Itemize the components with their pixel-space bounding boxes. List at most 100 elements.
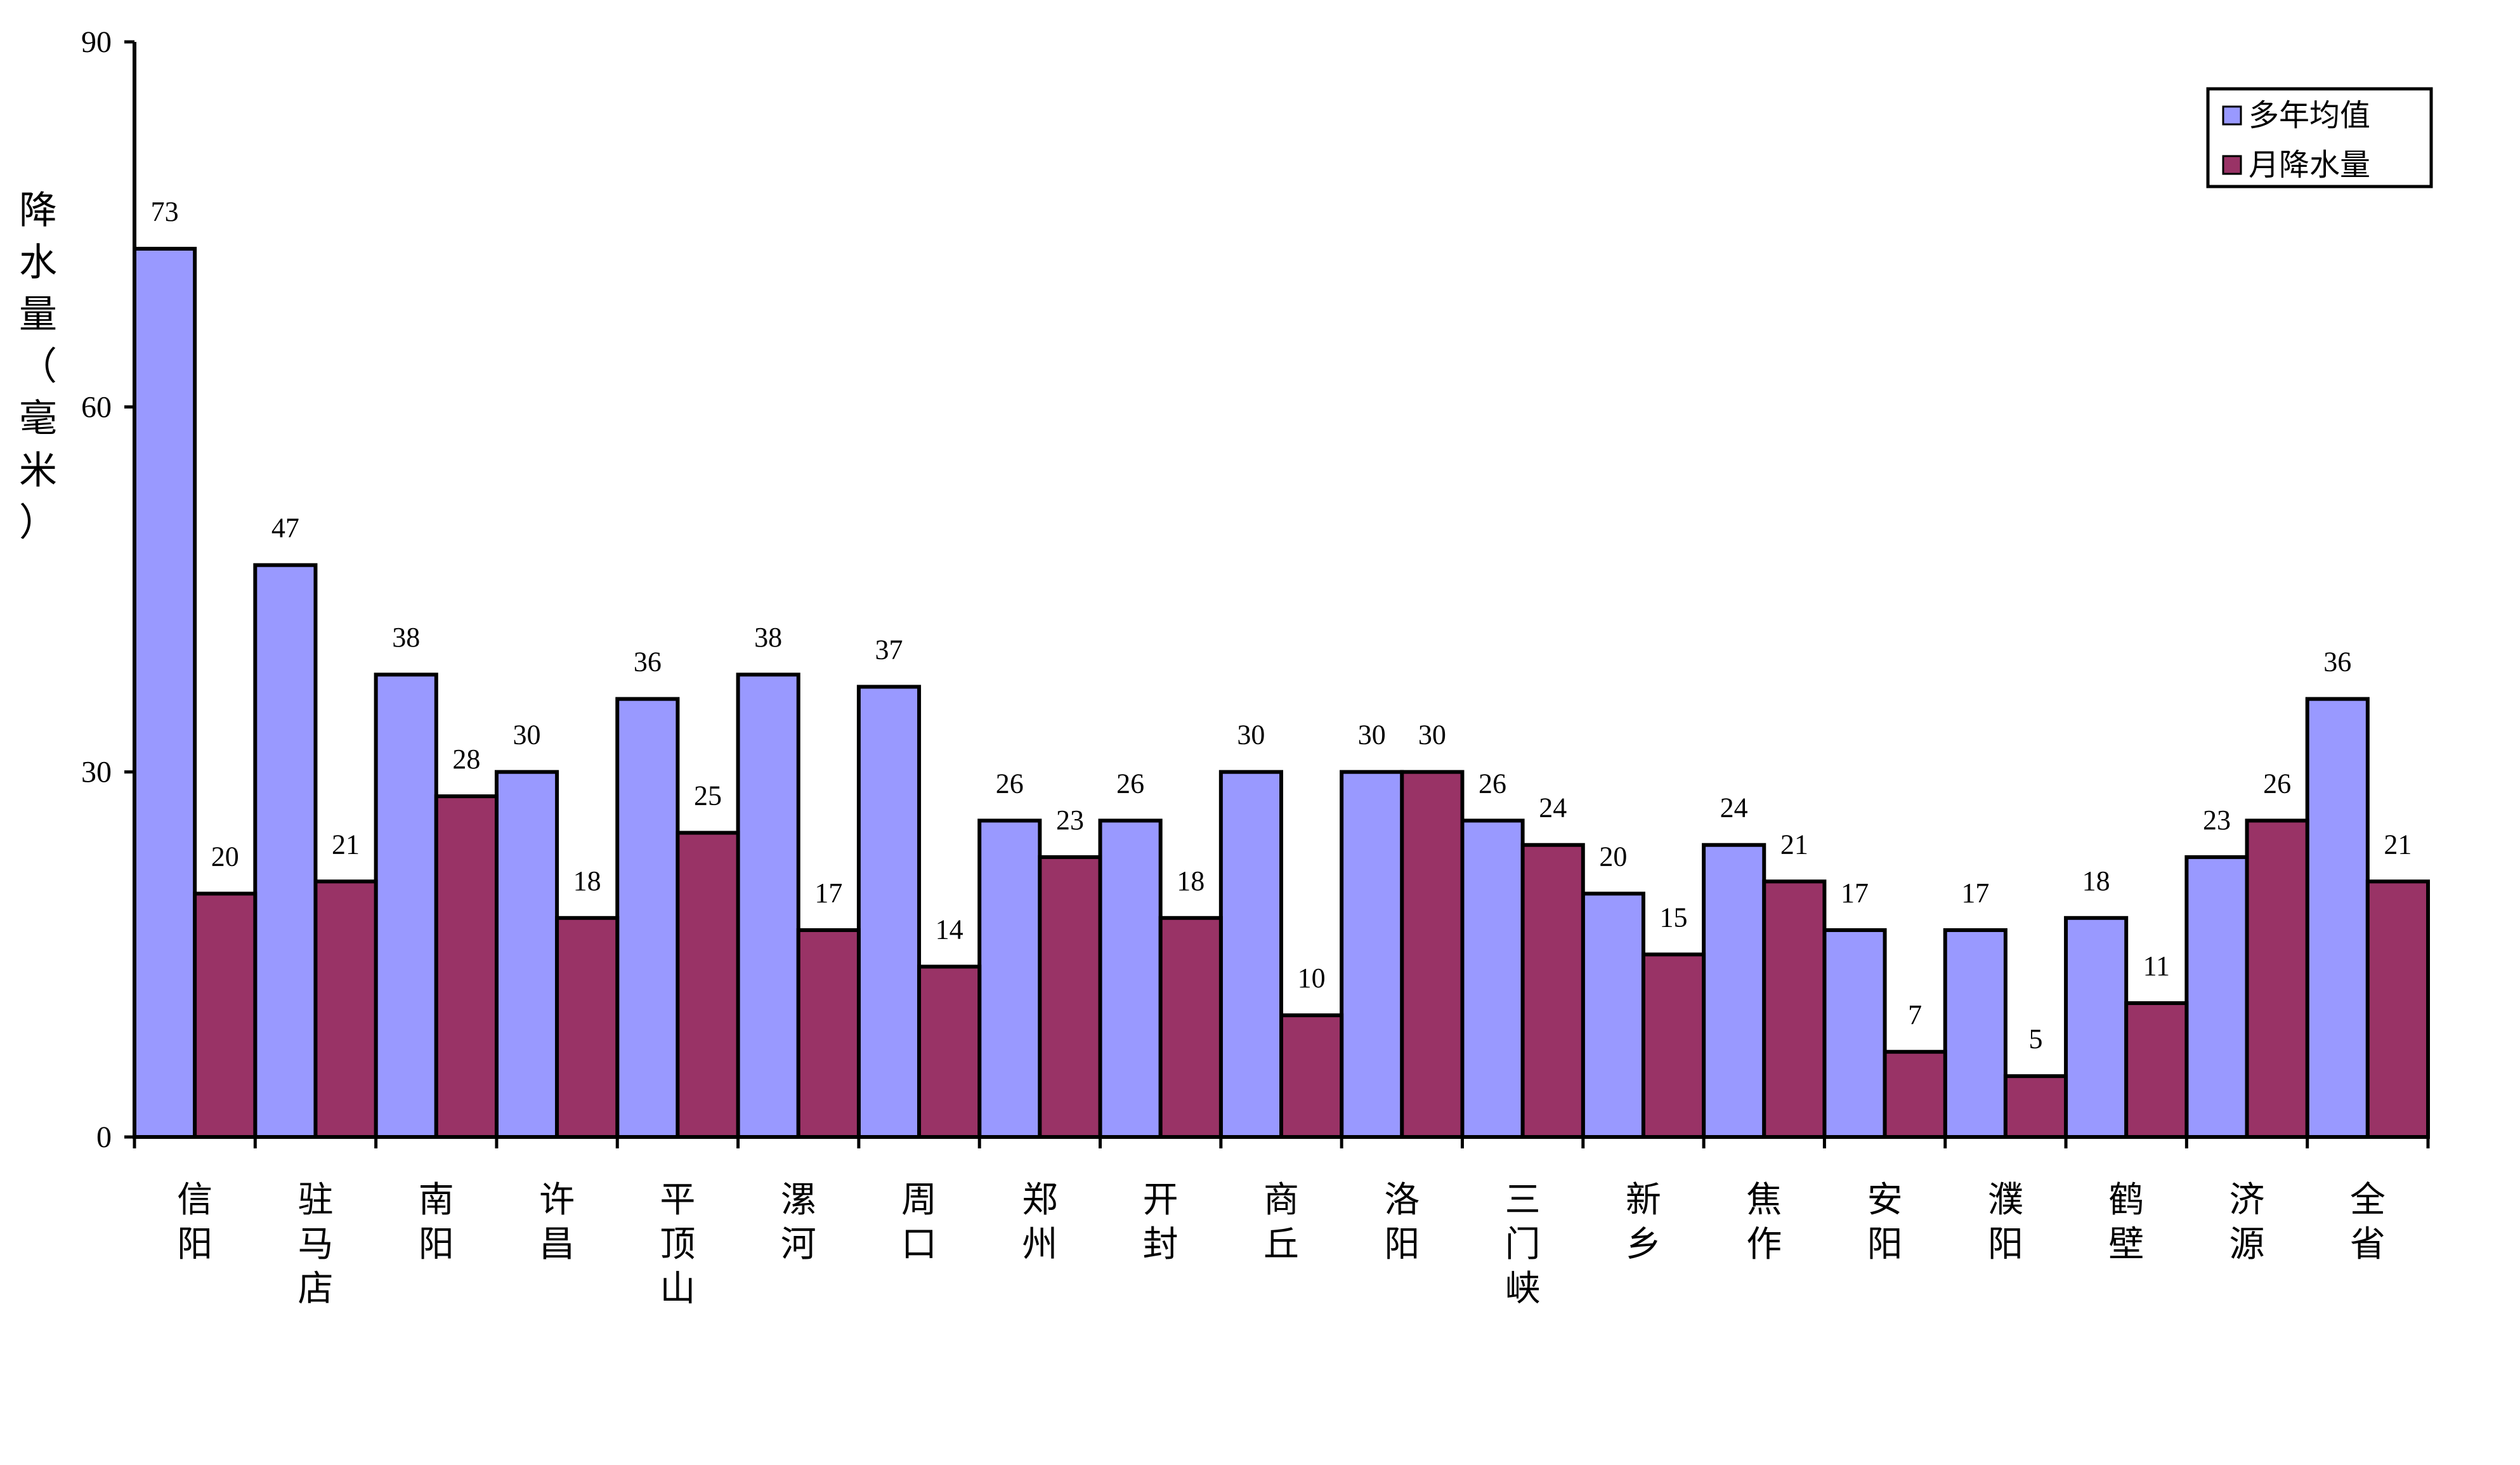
bar-series2-0 [193,891,258,1139]
legend-box [2206,87,2433,188]
bar-series2-5 [796,928,861,1139]
data-label-series2-6: 14 [936,914,963,945]
bar-series1-5 [736,673,800,1139]
data-label-series2-4: 25 [694,780,722,811]
data-label-series1-16: 18 [2082,865,2110,897]
legend-label-series1: 多年均值 [2249,98,2370,133]
bar-series1-17 [2184,855,2249,1140]
data-label-series1-15: 17 [1961,877,1989,909]
bar-series1-18 [2305,697,2370,1139]
data-label-series2-5: 17 [814,877,842,909]
data-label-series2-12: 15 [1660,902,1688,933]
data-label-series1-4: 36 [634,647,662,678]
bar-series2-13 [1762,879,1827,1140]
category-label-1: 驻马店 [297,1179,333,1310]
data-label-series2-3: 18 [573,865,601,897]
bar-series2-12 [1641,952,1706,1140]
bar-series2-16 [2124,1001,2189,1139]
bar-series1-10 [1340,770,1404,1139]
data-label-series2-14: 7 [1908,999,1922,1030]
category-label-2: 南阳 [419,1179,454,1265]
bar-series2-7 [1038,855,1102,1140]
data-label-series2-16: 11 [2143,950,2170,982]
data-label-series1-7: 26 [996,768,1024,799]
bar-series1-3 [494,770,559,1139]
data-label-series2-1: 21 [332,829,360,860]
bar-series2-2 [434,794,499,1139]
data-label-series1-1: 47 [271,513,299,544]
y-axis-label: 降水量（毫米） [19,188,57,545]
bar-series2-8 [1158,916,1223,1140]
bar-series1-14 [1822,928,1887,1139]
data-label-series2-13: 21 [1780,829,1808,860]
category-label-16: 鹤壁 [2108,1179,2144,1265]
bar-series2-15 [2003,1074,2068,1139]
bar-series1-15 [1943,928,2008,1139]
bar-series2-10 [1400,770,1465,1139]
data-label-series1-8: 26 [1116,768,1144,799]
category-label-3: 许昌 [539,1179,575,1265]
bar-series1-1 [253,563,318,1139]
category-label-15: 濮阳 [1988,1179,2023,1265]
data-label-series1-2: 38 [392,622,420,653]
y-tick-label-60: 60 [81,390,112,424]
y-tick-label-0: 0 [96,1120,112,1154]
bar-series1-11 [1460,818,1525,1140]
bar-series2-9 [1279,1013,1344,1139]
data-label-series1-11: 26 [1479,768,1506,799]
data-label-series2-15: 5 [2028,1023,2042,1054]
bar-series1-16 [2064,916,2129,1140]
data-label-series1-12: 20 [1599,841,1627,872]
bar-series2-11 [1520,843,1585,1139]
data-label-series1-3: 30 [513,719,541,751]
category-label-4: 平顶山 [660,1179,695,1310]
bar-series2-14 [1883,1049,1947,1140]
category-label-13: 焦作 [1746,1179,1782,1265]
data-label-series2-7: 23 [1056,805,1084,836]
bar-series1-0 [133,247,197,1139]
category-label-6: 周口 [901,1179,937,1265]
category-label-17: 济源 [2229,1179,2265,1265]
category-label-9: 商丘 [1263,1179,1299,1265]
bar-series1-12 [1581,891,1645,1139]
data-label-series1-0: 73 [151,196,179,227]
y-tick-label-30: 30 [81,756,112,789]
labels-layer: 73 47 38 30 36 38 37 26 26 30 30 26 20 24 17 17 18 23 36 20… [151,196,2412,1054]
data-label-series1-6: 37 [875,634,903,665]
category-label-7: 郑州 [1022,1179,1057,1265]
data-label-series2-18: 21 [2384,829,2412,860]
data-label-series1-18: 36 [2323,647,2351,678]
y-tick-label-90: 90 [81,25,112,59]
data-label-series1-13: 24 [1720,792,1748,824]
category-label-12: 新乡 [1626,1179,1661,1265]
data-label-series2-0: 20 [211,841,239,872]
legend-swatch-series1 [2222,105,2242,126]
data-label-series2-8: 18 [1177,865,1205,897]
legend-label-series2: 月降水量 [2249,147,2370,183]
bar-series1-13 [1702,843,1766,1139]
bar-series2-17 [2245,818,2309,1140]
data-label-series1-5: 38 [754,622,782,653]
data-label-series2-9: 10 [1298,962,1326,994]
bar-series1-9 [1218,770,1284,1139]
bar-series2-18 [2365,879,2430,1140]
category-label-18: 全省 [2350,1179,2386,1265]
legend-swatch-series2 [2222,155,2242,175]
data-label-series2-2: 28 [452,744,480,775]
data-label-series1-10: 30 [1358,719,1386,751]
bar-series1-6 [856,685,922,1139]
bar-series1-7 [977,818,1042,1140]
bar-series2-3 [555,916,620,1140]
data-label-series2-17: 26 [2263,768,2291,799]
bar-series1-8 [1098,818,1163,1140]
data-label-series2-11: 24 [1539,792,1567,824]
category-label-0: 信阳 [177,1179,212,1265]
data-label-series1-14: 17 [1841,877,1869,909]
category-label-10: 洛阳 [1384,1179,1420,1265]
data-label-series1-9: 30 [1237,719,1265,751]
bar-series2-4 [676,831,740,1139]
bar-series2-6 [917,964,982,1139]
category-label-8: 开封 [1143,1179,1178,1265]
